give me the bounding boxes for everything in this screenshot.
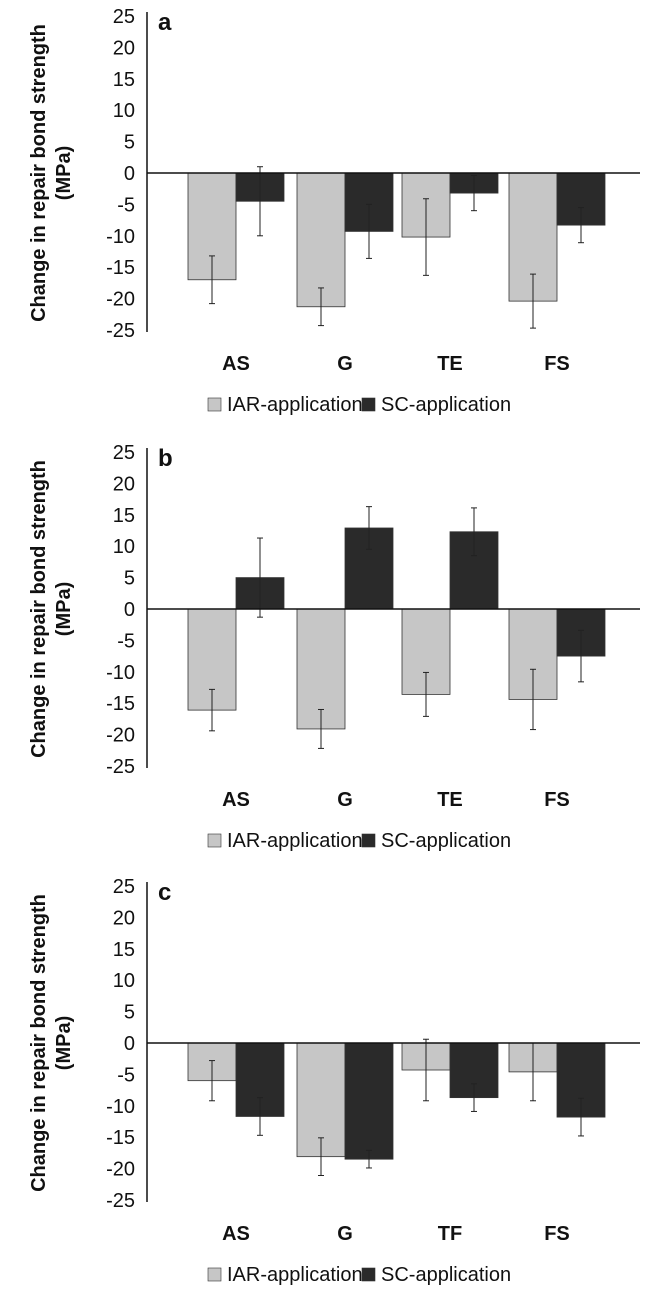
y-tick-label: 5	[124, 568, 135, 590]
y-tick-label: 10	[113, 970, 135, 992]
y-tick-label: 25	[113, 442, 135, 464]
chart-svg-c: 25 20 15 10 5 0 -5 -10 -15 -20 -25 Change in repair…	[28, 876, 640, 1286]
y-tick-label: -25	[106, 756, 135, 778]
y-tick-label: -15	[106, 1127, 135, 1149]
y-tick-label: 0	[124, 1033, 135, 1055]
y-tick-label: -20	[106, 1159, 135, 1181]
y-tick-label: 5	[124, 1002, 135, 1024]
y-tick-label: 15	[113, 69, 135, 91]
y-tick-label: -10	[106, 1096, 135, 1118]
bar-sc	[344, 1042, 394, 1160]
bar-iar	[508, 608, 558, 700]
category-label: AS	[222, 1223, 250, 1245]
y-tick-label: 25	[113, 876, 135, 898]
y-tick-label: -15	[106, 693, 135, 715]
y-tick-label: -5	[117, 194, 135, 216]
y-axis-title-line2: (MPa)	[53, 582, 75, 636]
category-label: G	[337, 789, 353, 811]
y-tick-label: -25	[106, 1190, 135, 1212]
chart-svg-b: 25 20 15 10 5 0 -5 -10 -15 -20 -25 Change in repair…	[28, 442, 640, 852]
chart-panel-a: 25 20 15 10 5 0 -5 -10 -15 -20 -25 Change in repair…	[0, 0, 646, 430]
legend-swatch	[207, 833, 222, 848]
y-tick-label: 25	[113, 6, 135, 28]
y-tick-label: -20	[106, 725, 135, 747]
category-label: TF	[438, 1223, 462, 1245]
y-tick-label: -5	[117, 1064, 135, 1086]
y-tick-label: 5	[124, 132, 135, 154]
category-label: TE	[437, 353, 463, 375]
legend-label: IAR-application	[227, 394, 363, 416]
y-axis-title-line1: Change in repair bond strength	[28, 460, 50, 758]
category-label: AS	[222, 789, 250, 811]
panel-label: b	[158, 445, 173, 472]
category-label: FS	[544, 789, 570, 811]
legend-swatch	[361, 397, 376, 412]
y-tick-label: -5	[117, 630, 135, 652]
legend-swatch	[207, 1267, 222, 1282]
category-label: AS	[222, 353, 250, 375]
legend-label: SC-application	[381, 1264, 511, 1286]
panel-label: a	[158, 9, 172, 36]
y-tick-label: 20	[113, 37, 135, 59]
legend-swatch	[361, 1267, 376, 1282]
legend-label: SC-application	[381, 830, 511, 852]
y-axis-title-line1: Change in repair bond strength	[28, 894, 50, 1192]
y-tick-label: 15	[113, 939, 135, 961]
chart-panel-c: 25 20 15 10 5 0 -5 -10 -15 -20 -25 Change in repair…	[0, 870, 646, 1300]
y-tick-label: 15	[113, 505, 135, 527]
category-label: FS	[544, 1223, 570, 1245]
y-tick-label: -10	[106, 662, 135, 684]
chart-svg-a: 25 20 15 10 5 0 -5 -10 -15 -20 -25 Change in repair…	[28, 6, 640, 416]
bar-iar	[296, 172, 346, 308]
y-tick-label: 20	[113, 473, 135, 495]
y-tick-label: -25	[106, 320, 135, 342]
y-tick-label: 0	[124, 599, 135, 621]
y-axis-title-line2: (MPa)	[53, 146, 75, 200]
y-tick-label: -20	[106, 289, 135, 311]
legend-label: IAR-application	[227, 830, 363, 852]
legend-swatch	[207, 397, 222, 412]
y-axis-title-line1: Change in repair bond strength	[28, 24, 50, 322]
panel-label: c	[158, 879, 171, 906]
y-tick-label: -10	[106, 226, 135, 248]
category-label: FS	[544, 353, 570, 375]
category-label: G	[337, 1223, 353, 1245]
legend-swatch	[361, 833, 376, 848]
legend-label: IAR-application	[227, 1264, 363, 1286]
category-label: TE	[437, 789, 463, 811]
y-axis-title-line2: (MPa)	[53, 1016, 75, 1070]
legend-label: SC-application	[381, 394, 511, 416]
y-tick-label: -15	[106, 257, 135, 279]
y-tick-label: 10	[113, 100, 135, 122]
y-tick-label: 10	[113, 536, 135, 558]
y-tick-label: 20	[113, 907, 135, 929]
y-tick-label: 0	[124, 163, 135, 185]
chart-panel-b: 25 20 15 10 5 0 -5 -10 -15 -20 -25 Change in repair…	[0, 436, 646, 866]
category-label: G	[337, 353, 353, 375]
